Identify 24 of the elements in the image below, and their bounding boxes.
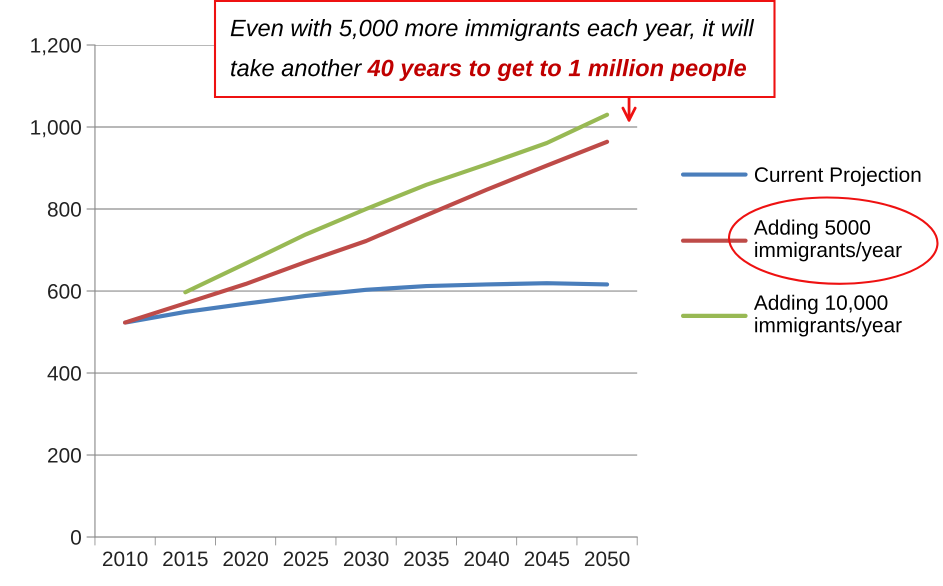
x-tick-label: 2040	[464, 551, 509, 566]
legend-label: Current Projection	[754, 166, 920, 186]
y-tick-label: 200	[48, 448, 81, 463]
x-tick-label: 2035	[404, 551, 449, 566]
y-tick-label: 400	[47, 366, 81, 381]
annotation: 40 years to get to 1 million people	[367, 58, 746, 82]
y-tick-label: 800	[48, 202, 81, 217]
x-tick-label: 2050	[584, 551, 630, 566]
text: Even with 5,000 more immigrants each year, it will	[230, 18, 754, 42]
x-tick-label: 2010	[102, 551, 148, 566]
y-tick-label: 600	[48, 284, 81, 299]
line-series	[123, 140, 610, 325]
annotation: take another	[231, 58, 362, 76]
line-series	[183, 112, 610, 294]
x-tick-label: 2025	[284, 551, 328, 566]
y-tick-label: 1,000	[31, 120, 81, 138]
legend-label: Adding 10,000 immigrants/year	[754, 294, 902, 337]
y-tick-label: 0	[70, 530, 81, 545]
x-tick-label: 2020	[223, 551, 268, 566]
legend-label: Adding 5000 immigrants/year	[754, 219, 902, 262]
y-tick-label: 1,200	[31, 38, 81, 56]
x-tick-label: 2045	[524, 551, 570, 566]
x-tick-label: 2030	[344, 551, 388, 566]
x-tick-label: 2015	[163, 551, 208, 566]
